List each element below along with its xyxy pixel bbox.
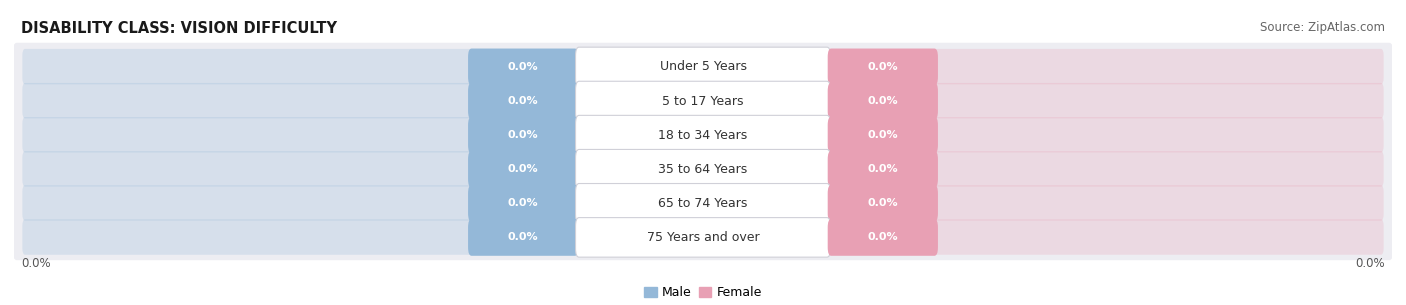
Text: DISABILITY CLASS: VISION DIFFICULTY: DISABILITY CLASS: VISION DIFFICULTY bbox=[21, 21, 337, 36]
Text: 0.0%: 0.0% bbox=[1355, 257, 1385, 270]
FancyBboxPatch shape bbox=[468, 83, 578, 120]
FancyBboxPatch shape bbox=[828, 151, 938, 188]
FancyBboxPatch shape bbox=[828, 48, 938, 85]
Text: 0.0%: 0.0% bbox=[868, 232, 898, 242]
FancyBboxPatch shape bbox=[935, 117, 1384, 152]
Legend: Male, Female: Male, Female bbox=[640, 281, 766, 304]
FancyBboxPatch shape bbox=[13, 213, 1393, 260]
FancyBboxPatch shape bbox=[22, 151, 471, 187]
Text: 18 to 34 Years: 18 to 34 Years bbox=[658, 129, 748, 142]
FancyBboxPatch shape bbox=[828, 185, 938, 222]
FancyBboxPatch shape bbox=[13, 145, 1393, 192]
Text: 0.0%: 0.0% bbox=[508, 164, 538, 174]
Text: 0.0%: 0.0% bbox=[508, 96, 538, 106]
FancyBboxPatch shape bbox=[22, 83, 471, 118]
FancyBboxPatch shape bbox=[828, 219, 938, 256]
Text: 0.0%: 0.0% bbox=[868, 62, 898, 72]
FancyBboxPatch shape bbox=[13, 111, 1393, 158]
FancyBboxPatch shape bbox=[468, 151, 578, 188]
Text: 0.0%: 0.0% bbox=[868, 164, 898, 174]
Text: Under 5 Years: Under 5 Years bbox=[659, 60, 747, 74]
Text: 0.0%: 0.0% bbox=[868, 198, 898, 208]
Text: 0.0%: 0.0% bbox=[21, 257, 51, 270]
FancyBboxPatch shape bbox=[13, 179, 1393, 226]
Text: 35 to 64 Years: 35 to 64 Years bbox=[658, 163, 748, 176]
FancyBboxPatch shape bbox=[468, 219, 578, 256]
Text: 0.0%: 0.0% bbox=[868, 130, 898, 140]
Text: 65 to 74 Years: 65 to 74 Years bbox=[658, 197, 748, 210]
FancyBboxPatch shape bbox=[935, 219, 1384, 255]
Text: 0.0%: 0.0% bbox=[508, 130, 538, 140]
Text: 0.0%: 0.0% bbox=[508, 198, 538, 208]
FancyBboxPatch shape bbox=[13, 43, 1393, 90]
FancyBboxPatch shape bbox=[828, 117, 938, 153]
FancyBboxPatch shape bbox=[935, 83, 1384, 118]
FancyBboxPatch shape bbox=[13, 77, 1393, 124]
Text: 5 to 17 Years: 5 to 17 Years bbox=[662, 95, 744, 108]
FancyBboxPatch shape bbox=[468, 48, 578, 85]
Text: 0.0%: 0.0% bbox=[868, 96, 898, 106]
FancyBboxPatch shape bbox=[935, 49, 1384, 84]
FancyBboxPatch shape bbox=[935, 151, 1384, 187]
FancyBboxPatch shape bbox=[22, 219, 471, 255]
FancyBboxPatch shape bbox=[575, 217, 831, 257]
Text: 0.0%: 0.0% bbox=[508, 62, 538, 72]
Text: 75 Years and over: 75 Years and over bbox=[647, 231, 759, 244]
FancyBboxPatch shape bbox=[575, 81, 831, 121]
FancyBboxPatch shape bbox=[22, 117, 471, 152]
FancyBboxPatch shape bbox=[828, 83, 938, 120]
FancyBboxPatch shape bbox=[22, 49, 471, 84]
FancyBboxPatch shape bbox=[935, 185, 1384, 221]
Text: 0.0%: 0.0% bbox=[508, 232, 538, 242]
Text: Source: ZipAtlas.com: Source: ZipAtlas.com bbox=[1260, 21, 1385, 34]
FancyBboxPatch shape bbox=[22, 185, 471, 221]
FancyBboxPatch shape bbox=[575, 184, 831, 223]
FancyBboxPatch shape bbox=[575, 115, 831, 155]
FancyBboxPatch shape bbox=[468, 117, 578, 153]
FancyBboxPatch shape bbox=[575, 47, 831, 87]
FancyBboxPatch shape bbox=[575, 149, 831, 189]
FancyBboxPatch shape bbox=[468, 185, 578, 222]
